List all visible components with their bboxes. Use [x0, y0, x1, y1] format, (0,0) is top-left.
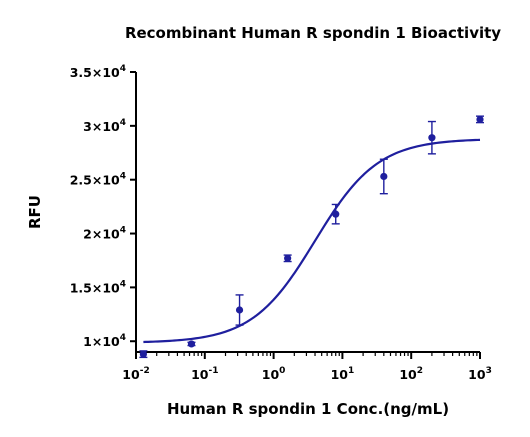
- y-tick-label: 2.5×104: [70, 172, 126, 188]
- point-marker: [139, 350, 147, 358]
- y-tick-label: 3×104: [83, 118, 126, 134]
- x-tick-label: 100: [262, 366, 286, 382]
- data-point: [235, 294, 244, 326]
- point-marker: [332, 210, 340, 218]
- point-marker: [380, 172, 388, 181]
- data-point: [187, 340, 196, 348]
- data-point: [379, 158, 388, 195]
- data-point: [427, 120, 436, 155]
- x-axis-ticks: 10-2 10-1 100 101 102 103: [122, 352, 492, 382]
- y-axis-ticks: 1×104 1.5×104 2×104 2.5×104 3×104 3.5×104: [70, 64, 136, 349]
- plot-area: 1×104 1.5×104 2×104 2.5×104 3×104 3.5×104 10-…: [70, 64, 492, 382]
- fit-curve: [143, 138, 481, 344]
- point-marker: [428, 134, 436, 142]
- y-tick-label: 1×104: [83, 333, 126, 349]
- chart-title: Recombinant Human R spondin 1 Bioactivit…: [125, 24, 501, 42]
- y-tick-label: 2×104: [83, 226, 126, 242]
- x-tick-label: 103: [468, 366, 492, 382]
- x-axis-label: Human R spondin 1 Conc.(ng/mL): [167, 400, 449, 418]
- x-tick-label: 102: [399, 366, 423, 382]
- x-tick-label: 10-1: [191, 366, 218, 382]
- point-marker: [284, 254, 292, 262]
- y-axis-label: RFU: [26, 195, 44, 229]
- data-point: [476, 115, 484, 124]
- x-tick-label: 10-2: [122, 366, 149, 382]
- point-marker: [235, 306, 244, 314]
- x-tick-label: 101: [331, 366, 355, 382]
- data-point: [139, 350, 148, 359]
- point-marker: [476, 115, 484, 123]
- data-point: [283, 254, 292, 263]
- y-tick-label: 3.5×104: [70, 64, 126, 80]
- data-point: [331, 203, 340, 225]
- point-marker: [187, 340, 196, 348]
- y-tick-label: 1.5×104: [70, 279, 126, 295]
- data-points: [139, 115, 484, 359]
